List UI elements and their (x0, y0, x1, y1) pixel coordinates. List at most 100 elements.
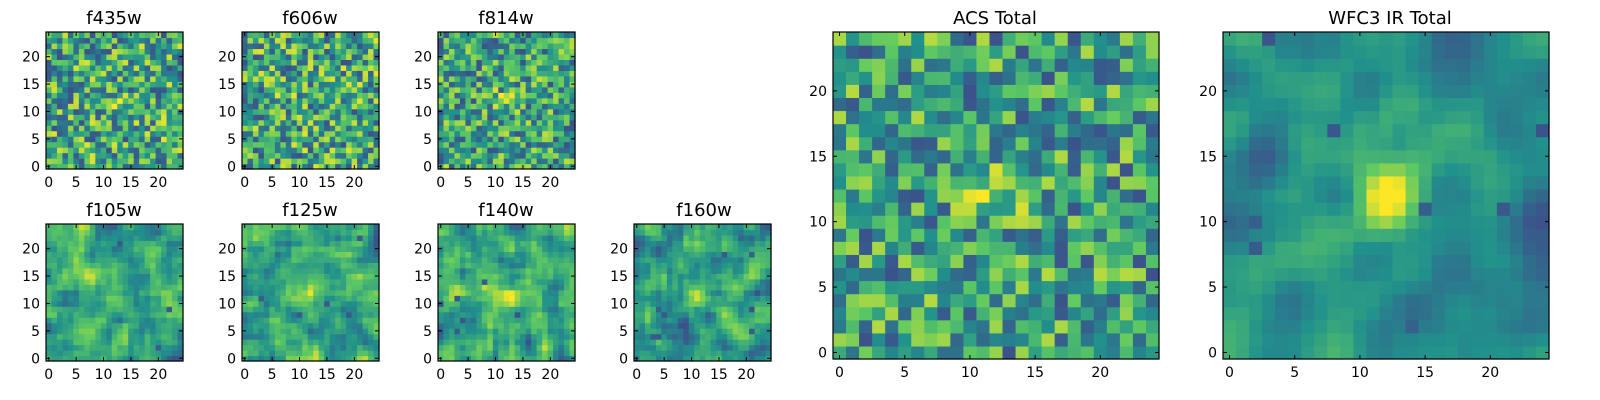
heatmap-cell (672, 229, 679, 236)
heatmap-cell (553, 42, 560, 50)
heatmap-cell (296, 147, 303, 154)
heatmap-cell (459, 48, 466, 55)
heatmap-cell (553, 119, 560, 126)
heatmap-cell (677, 311, 684, 318)
heatmap-cell (150, 147, 157, 154)
heatmap-cell (313, 130, 320, 137)
heatmap-cell (569, 251, 576, 258)
heatmap-cell (989, 306, 1004, 321)
heatmap-cell (67, 108, 74, 115)
heatmap-cell (324, 256, 331, 263)
heatmap-cell (1119, 293, 1134, 308)
heatmap-cell (274, 70, 281, 77)
x-tick-label: 0 (436, 367, 445, 383)
heatmap-cell (976, 175, 991, 190)
heatmap-cell (694, 328, 701, 335)
heatmap-cell (296, 152, 303, 159)
heatmap-cell (937, 280, 951, 295)
heatmap-cell (536, 75, 543, 82)
heatmap-cell (177, 86, 184, 93)
heatmap-cell (302, 125, 309, 132)
heatmap-cell (1002, 241, 1017, 255)
heatmap-cell (514, 130, 521, 137)
heatmap-cell (111, 300, 118, 307)
heatmap-cell (459, 224, 466, 231)
heatmap-cell (302, 136, 309, 143)
heatmap-cell (155, 114, 162, 121)
heatmap-cell (150, 289, 157, 296)
heatmap-cell (111, 136, 118, 143)
heatmap-cell (313, 158, 320, 165)
heatmap-cell (166, 240, 173, 247)
heatmap-cell (443, 306, 450, 313)
heatmap-cell (285, 125, 292, 132)
heatmap-cell (122, 130, 129, 137)
heatmap-cell (547, 119, 554, 126)
heatmap-cell (520, 300, 527, 307)
heatmap-cell (368, 262, 375, 269)
heatmap-cell (117, 224, 124, 231)
heatmap-cell (46, 317, 53, 324)
heatmap-cell (558, 300, 565, 307)
heatmap-cell (438, 306, 445, 313)
heatmap-cell (950, 345, 964, 360)
heatmap-cell (542, 86, 549, 93)
heatmap-cell (443, 267, 450, 274)
heatmap-cell (498, 53, 505, 60)
heatmap-cell (117, 229, 124, 236)
heatmap-cell (727, 251, 734, 258)
heatmap-cell (78, 125, 85, 132)
heatmap-cell (362, 339, 369, 346)
heatmap-cell (487, 147, 494, 154)
heatmap-cell (634, 333, 641, 340)
heatmap-cell (46, 333, 53, 340)
heatmap-cell (672, 333, 679, 340)
heatmap-cell (78, 229, 85, 236)
heatmap-cell (291, 284, 298, 291)
heatmap-cell (487, 75, 494, 82)
heatmap-cell (117, 333, 124, 340)
heatmap-cell (335, 64, 342, 71)
heatmap-cell (833, 345, 847, 360)
heatmap-cell (710, 333, 717, 340)
heatmap-cell (1041, 332, 1056, 347)
heatmap-cell (346, 322, 353, 329)
heatmap-cell (351, 53, 358, 60)
heatmap-cell (117, 119, 124, 126)
heatmap-cell (95, 42, 102, 50)
heatmap-cell (78, 328, 85, 335)
heatmap-cell (274, 119, 281, 126)
heatmap-cell (564, 53, 571, 60)
heatmap-cell (1080, 228, 1095, 242)
heatmap-cell (318, 147, 325, 154)
heatmap-cell (111, 284, 118, 291)
heatmap-cell (247, 75, 254, 82)
heatmap-cell (122, 355, 129, 362)
heatmap-cell (296, 267, 303, 274)
heatmap-cell (166, 267, 173, 274)
heatmap-cell (553, 125, 560, 132)
heatmap-cell (465, 37, 472, 44)
heatmap-cell (242, 240, 249, 247)
heatmap-cell (357, 350, 364, 357)
heatmap-cell (296, 245, 303, 252)
heatmap-cell (898, 319, 912, 334)
heatmap-cell (285, 333, 292, 340)
heatmap-cell (78, 59, 85, 66)
heatmap-cell (732, 229, 739, 236)
heatmap-cell (569, 37, 576, 44)
heatmap-cell (351, 311, 358, 318)
heatmap-cell (531, 136, 538, 143)
heatmap-image (46, 224, 184, 362)
heatmap-cell (542, 158, 549, 165)
heatmap-cell (258, 224, 265, 231)
heatmap-cell (111, 306, 118, 313)
heatmap-cell (291, 339, 298, 346)
heatmap-cell (1002, 267, 1017, 282)
heatmap-cell (525, 289, 532, 296)
heatmap-cell (536, 53, 543, 60)
heatmap-cell (454, 289, 461, 296)
heatmap-cell (368, 42, 375, 50)
heatmap-cell (106, 114, 113, 121)
heatmap-cell (470, 141, 477, 148)
